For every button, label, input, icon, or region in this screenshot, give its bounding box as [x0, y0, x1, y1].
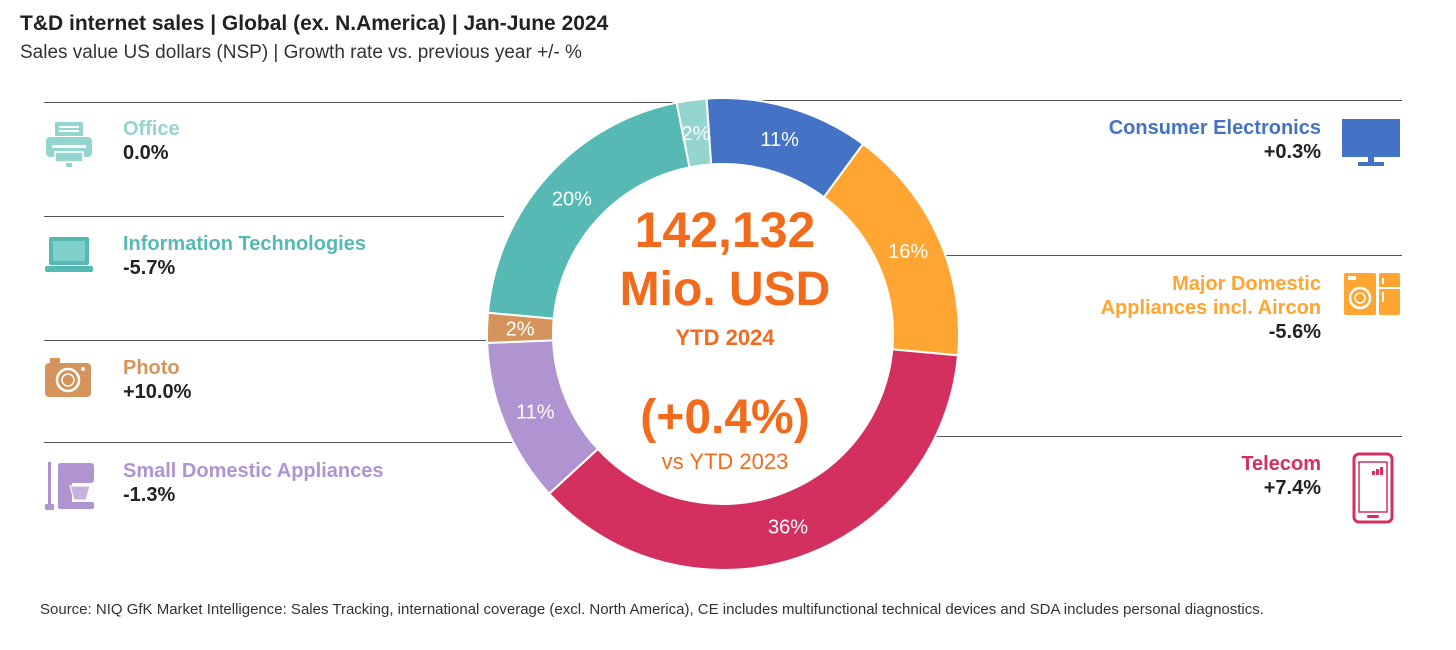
category-telecom-name: Telecom	[1241, 453, 1321, 475]
slice-share-label: 2%	[681, 123, 710, 145]
category-mda: Major Domestic Appliances incl. Aircon -…	[1101, 272, 1321, 344]
laptop-icon	[44, 235, 94, 280]
rule-photo-top	[44, 340, 492, 341]
category-mda-name-line2: Appliances incl. Aircon	[1100, 297, 1321, 319]
category-mda-growth: -5.6%	[1268, 321, 1321, 343]
category-sda-name: Small Domestic Appliances	[123, 460, 384, 482]
rule-mda-top	[944, 255, 1402, 256]
tv-icon	[1340, 117, 1402, 174]
total-unit: Mio. USD	[619, 263, 831, 316]
donut-slice-telecom	[547, 348, 960, 571]
total-value: 142,132	[634, 202, 816, 258]
category-office: Office 0.0%	[123, 117, 180, 165]
category-it: Information Technologies -5.7%	[123, 232, 366, 280]
category-it-growth: -5.7%	[123, 257, 176, 279]
rule-it-top	[44, 216, 504, 217]
slice-share-label: 36%	[768, 516, 808, 538]
printer-icon	[44, 120, 94, 175]
category-photo-growth: +10.0%	[123, 381, 192, 403]
category-sda: Small Domestic Appliances -1.3%	[123, 459, 383, 507]
camera-icon	[44, 356, 92, 403]
rule-sda-top	[44, 442, 514, 443]
mixer-icon	[44, 460, 96, 517]
rule-telecom-top	[930, 436, 1402, 437]
category-ce: Consumer Electronics +0.3%	[1109, 116, 1321, 164]
washing-machine-icon	[1343, 272, 1401, 323]
category-photo-name: Photo	[123, 357, 180, 379]
category-mda-name-line1: Major Domestic	[1172, 273, 1321, 295]
slice-share-label: 11%	[760, 129, 799, 151]
category-ce-growth: +0.3%	[1263, 141, 1321, 163]
comparison-label: vs YTD 2023	[661, 449, 789, 474]
donut-slice-office	[675, 97, 713, 169]
slice-share-label: 16%	[888, 241, 928, 263]
rule-ce-top	[704, 100, 1402, 101]
category-office-growth: 0.0%	[123, 142, 169, 164]
category-telecom-growth: +7.4%	[1263, 477, 1321, 499]
chart-subtitle: Sales value US dollars (NSP) | Growth ra…	[20, 42, 582, 63]
slice-share-label: 20%	[552, 188, 592, 210]
rule-office-top	[44, 102, 674, 103]
smartphone-icon	[1352, 452, 1394, 529]
growth-total: (+0.4%)	[640, 391, 810, 444]
category-ce-name: Consumer Electronics	[1108, 117, 1321, 139]
category-sda-growth: -1.3%	[123, 484, 176, 506]
chart-title: T&D internet sales | Global (ex. N.Ameri…	[20, 12, 609, 35]
slice-share-label: 11%	[516, 401, 555, 423]
source-note: Source: NIQ GfK Market Intelligence: Sal…	[40, 601, 1264, 618]
slice-share-label: 2%	[506, 319, 535, 341]
category-telecom: Telecom +7.4%	[1241, 452, 1321, 500]
category-photo: Photo +10.0%	[123, 356, 191, 404]
category-it-name: Information Technologies	[123, 233, 366, 255]
period-label: YTD 2024	[675, 325, 775, 350]
category-office-name: Office	[123, 118, 180, 140]
